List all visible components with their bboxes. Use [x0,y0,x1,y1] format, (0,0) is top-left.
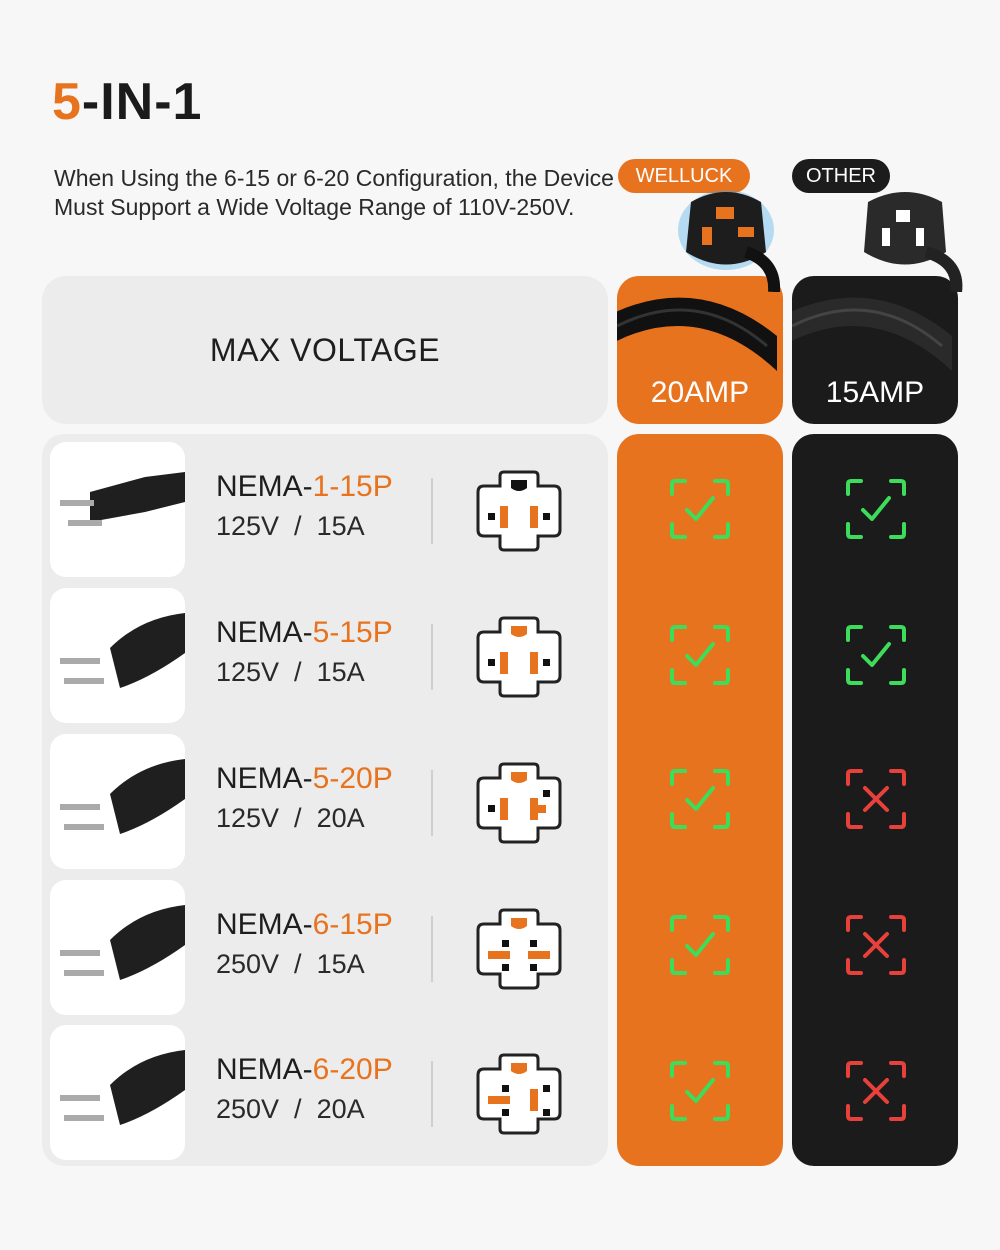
outlet-6-15-icon [476,908,562,990]
other-column-header: 15AMP [792,276,958,424]
plug-photo [50,588,185,723]
welluck-connector-icon [678,190,781,292]
plug-name: NEMA-5-20P [216,762,393,795]
plug-name: NEMA-6-20P [216,1053,393,1086]
table-row: NEMA-1-15P 125V / 15A [42,434,608,577]
plug-photo [50,880,185,1015]
table-row: NEMA-6-15P 250V / 15A [42,872,608,1015]
other-amp-label: 15AMP [825,376,925,409]
welluck-amp-label: 20AMP [650,376,750,409]
cord-illustration [617,297,777,371]
welluck-column-header: 20AMP [617,276,783,424]
plug-photo [50,1025,185,1160]
plug-name: NEMA-5-15P [216,616,393,649]
check-icon [670,769,730,829]
table-row: NEMA-5-15P 125V / 15A [42,580,608,723]
table-row: NEMA-6-20P 250V / 20A [42,1017,608,1160]
cross-icon [846,1061,906,1121]
page-title: 5-IN-1 [52,73,203,131]
welluck-column [617,434,783,1166]
plug-photo [50,442,185,577]
check-icon [846,479,906,539]
table-row: NEMA-5-20P 125V / 20A [42,726,608,869]
cross-icon [846,769,906,829]
check-icon [846,625,906,685]
check-icon [670,625,730,685]
other-badge: OTHER [792,159,890,193]
cross-icon [846,915,906,975]
other-connector-icon [864,192,963,292]
outlet-6-20-icon [476,1053,562,1135]
divider [431,916,433,982]
plug-spec: 125V / 15A [216,657,365,687]
check-icon [670,915,730,975]
plug-spec: 250V / 20A [216,1094,365,1124]
divider [431,624,433,690]
check-icon [670,1061,730,1121]
welluck-badge: WELLUCK [618,159,750,193]
plug-spec: 125V / 15A [216,511,365,541]
outlet-5-20-icon [476,762,562,844]
plug-spec: 125V / 20A [216,803,365,833]
divider [431,770,433,836]
plug-name: NEMA-6-15P [216,908,393,941]
plug-photo [50,734,185,869]
plug-name: NEMA-1-15P [216,470,393,503]
cord-illustration [792,297,952,371]
max-voltage-header: MAX VOLTAGE [42,276,608,424]
divider [431,1061,433,1127]
divider [431,478,433,544]
outlet-5-15-icon [476,616,562,698]
check-icon [670,479,730,539]
plug-spec: 250V / 15A [216,949,365,979]
outlet-1-15-icon [476,470,562,552]
description-text: When Using the 6-15 or 6-20 Configuratio… [54,165,614,220]
